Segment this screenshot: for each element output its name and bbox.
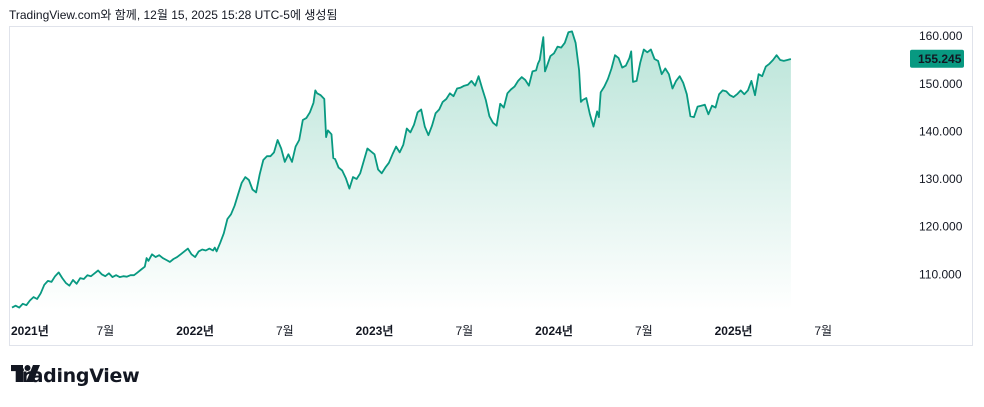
- y-tick-label: 160.000: [919, 29, 963, 43]
- tradingview-logo-icon: [11, 365, 40, 382]
- y-axis: 110.000 120.000 130.000 140.000 150.000 160.0…: [919, 29, 963, 281]
- x-tick-label: 7월: [635, 324, 653, 338]
- y-tick-label: 130.000: [919, 172, 963, 186]
- x-tick-label: 2025년: [715, 324, 753, 338]
- x-tick-label: 2023년: [356, 324, 394, 338]
- chart-frame: 2021년 7월 2022년 7월 2023년 7월 2024년 7월 2025년 7월 110.…: [9, 26, 973, 346]
- last-price-badge-bg: [910, 49, 964, 68]
- x-tick-label: 2021년: [11, 324, 49, 338]
- price-line: [11, 30, 792, 309]
- last-price-badge: 155.245: [910, 49, 964, 68]
- x-tick-label: 7월: [276, 324, 294, 338]
- x-axis: 2021년 7월 2022년 7월 2023년 7월 2024년 7월 2025년 7월: [11, 324, 832, 338]
- x-tick-label: 2022년: [176, 324, 214, 338]
- price-area: [12, 31, 791, 311]
- tradingview-logo[interactable]: TradingView: [11, 365, 140, 387]
- y-tick-label: 140.000: [919, 124, 963, 138]
- y-tick-label: 150.000: [919, 77, 963, 91]
- y-tick-label: 120.000: [919, 220, 963, 234]
- brand-name: TradingView: [11, 365, 140, 387]
- last-price-label: 155.245: [918, 52, 962, 66]
- price-chart: 2021년 7월 2022년 7월 2023년 7월 2024년 7월 2025년 7월 110.…: [11, 29, 964, 338]
- y-tick-label: 110.000: [919, 267, 962, 281]
- x-tick-label: 7월: [96, 324, 114, 338]
- chart-caption: TradingView.com와 함께, 12월 15, 2025 15:28 …: [9, 8, 338, 22]
- x-tick-label: 7월: [455, 324, 473, 338]
- x-tick-label: 7월: [814, 324, 832, 338]
- x-tick-label: 2024년: [535, 324, 573, 338]
